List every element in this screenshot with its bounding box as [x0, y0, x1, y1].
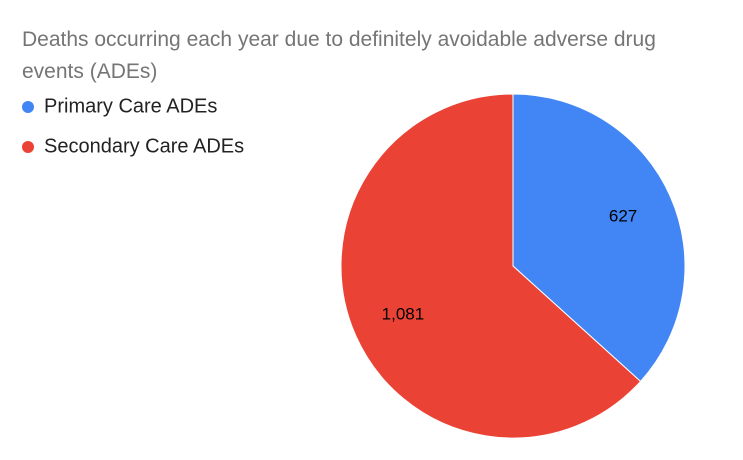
legend-label: Secondary Care ADEs: [44, 135, 244, 157]
pie-slice: [340, 93, 642, 439]
legend-label: Primary Care ADEs: [44, 95, 217, 117]
legend-marker: [22, 101, 34, 113]
legend-marker: [22, 141, 34, 153]
data-label: 627: [609, 207, 637, 226]
data-label: 1,081: [382, 304, 425, 323]
chart-title: Deaths occurring each year due to defini…: [22, 28, 656, 83]
pie-slice: [512, 93, 686, 383]
